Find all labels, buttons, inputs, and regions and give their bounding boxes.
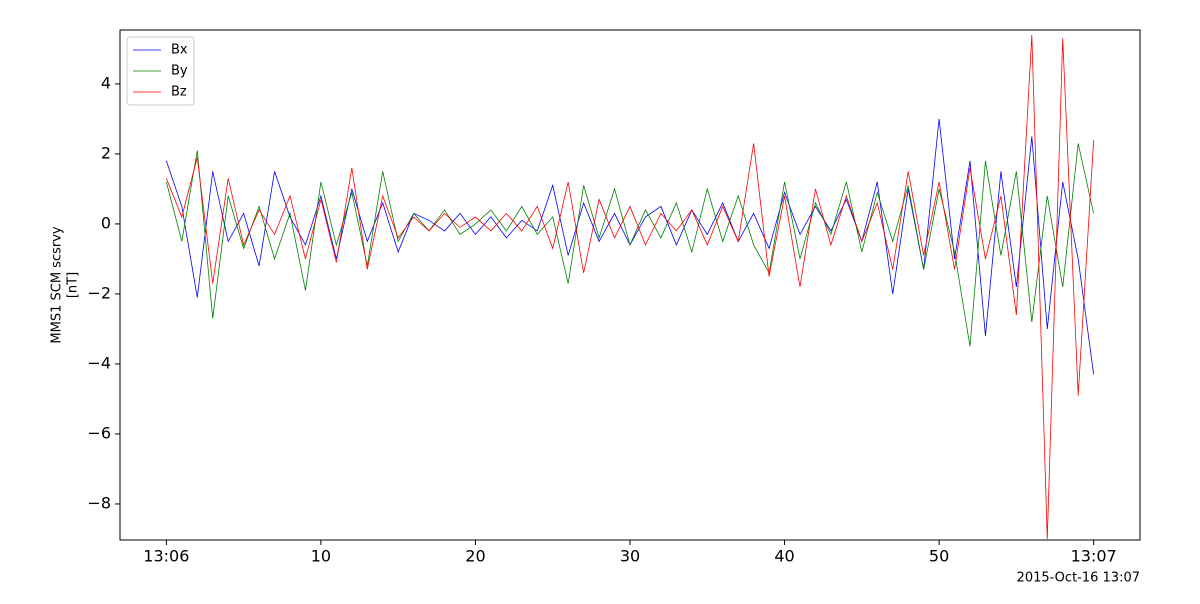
date-label: 2015-Oct-16 13:07: [1017, 571, 1140, 586]
series-line: [165, 118, 1095, 375]
plot-frame: [119, 29, 1141, 541]
x-tick-label: 20: [465, 547, 485, 566]
x-tick-label: 40: [774, 547, 794, 566]
y-axis-label: [nT]: [66, 272, 81, 298]
series-line: [165, 143, 1095, 347]
legend-label: Bz: [171, 85, 187, 100]
y-tick-label: 0: [101, 213, 111, 232]
x-tick-label: 50: [929, 547, 949, 566]
x-tick-label: 13:07: [1071, 547, 1117, 566]
series-line: [165, 34, 1095, 539]
y-tick-label: −8: [87, 493, 111, 512]
x-tick-label: 10: [311, 547, 331, 566]
y-tick-label: 4: [101, 73, 111, 92]
y-axis-label: MMS1 SCM scsrvy: [50, 226, 65, 343]
legend-label: By: [171, 64, 188, 79]
x-tick-label: 13:06: [143, 547, 189, 566]
y-tick-label: −6: [87, 423, 111, 442]
y-tick-label: −2: [87, 283, 111, 302]
x-tick-label: 30: [620, 547, 640, 566]
y-tick-label: −4: [87, 353, 111, 372]
y-tick-label: 2: [101, 143, 111, 162]
legend-label: Bx: [171, 43, 188, 58]
